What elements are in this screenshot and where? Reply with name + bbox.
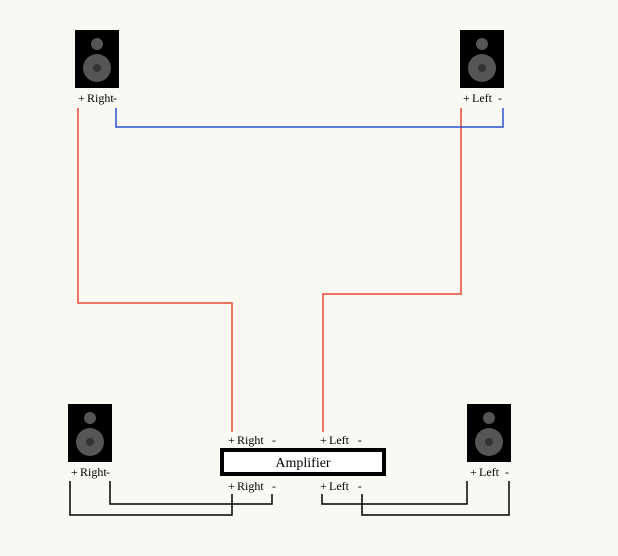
minus-terminal-label: - (358, 479, 362, 493)
minus-terminal-label: - (113, 91, 117, 105)
wire-0 (78, 108, 232, 432)
amp-terminal-bottom-right: +Right- (228, 479, 276, 493)
wire-3 (70, 481, 232, 515)
wire-1 (323, 108, 461, 432)
amp-terminal-bottom-left: +Left- (320, 479, 362, 493)
speaker-name-label: Left (472, 91, 493, 105)
plus-terminal-label: + (71, 465, 78, 479)
speaker-name-label: Left (479, 465, 500, 479)
speaker-top-right: +Right- (75, 30, 119, 105)
minus-terminal-label: - (106, 465, 110, 479)
speaker-bottom-right: +Right- (68, 404, 112, 479)
minus-terminal-label: - (498, 91, 502, 105)
plus-terminal-label: + (463, 91, 470, 105)
minus-terminal-label: - (272, 433, 276, 447)
speaker-bottom-left: +Left- (467, 404, 511, 479)
plus-terminal-label: + (78, 91, 85, 105)
plus-terminal-label: + (470, 465, 477, 479)
plus-terminal-label: + (228, 433, 235, 447)
minus-terminal-label: - (358, 433, 362, 447)
minus-terminal-label: - (505, 465, 509, 479)
amp-terminal-top-left: +Left- (320, 433, 362, 447)
terminal-name-label: Left (329, 479, 350, 493)
amplifier-label: Amplifier (275, 456, 331, 471)
terminal-name-label: Right (237, 479, 264, 493)
amplifier: Amplifier+Right-+Left-+Right-+Left- (222, 433, 384, 493)
speaker-top-left: +Left- (460, 30, 504, 105)
speaker-name-label: Right (80, 465, 107, 479)
speaker-name-label: Right (87, 91, 114, 105)
wire-2 (116, 108, 503, 127)
wire-6 (362, 481, 509, 515)
plus-terminal-label: + (320, 479, 327, 493)
plus-terminal-label: + (320, 433, 327, 447)
plus-terminal-label: + (228, 479, 235, 493)
minus-terminal-label: - (272, 479, 276, 493)
terminal-name-label: Left (329, 433, 350, 447)
amp-terminal-top-right: +Right- (228, 433, 276, 447)
terminal-name-label: Right (237, 433, 264, 447)
